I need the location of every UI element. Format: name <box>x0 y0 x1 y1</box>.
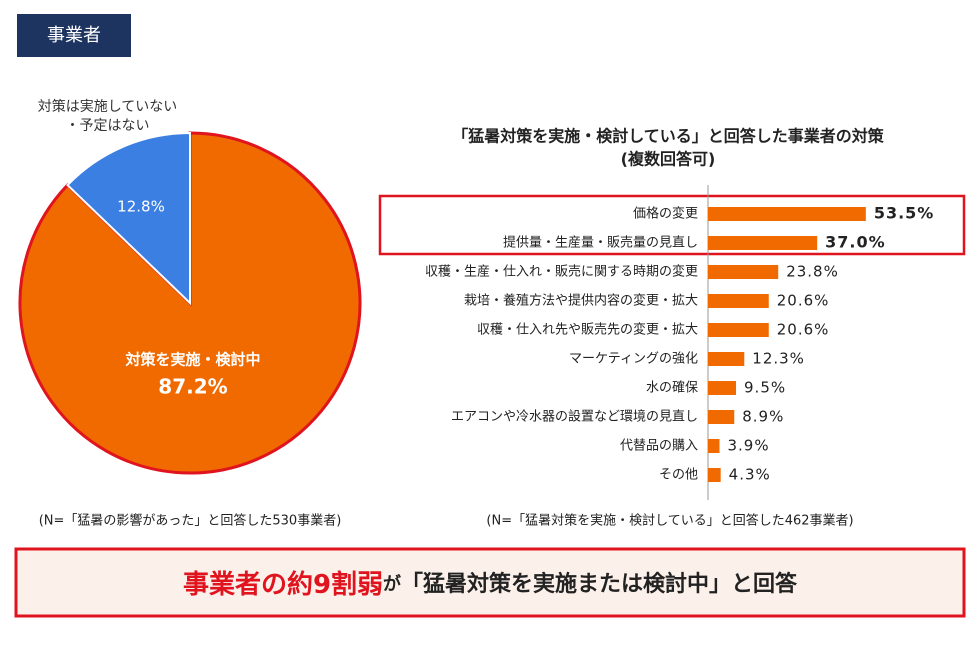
bar <box>708 352 745 366</box>
category-label: エアコンや冷水器の設置など環境の見直し <box>451 409 698 425</box>
bar <box>708 207 866 221</box>
slice-value: 87.2% <box>158 375 227 399</box>
value-label: 37.0% <box>825 233 886 252</box>
bar-subtitle: (複数回答可) <box>621 150 716 169</box>
bar <box>708 381 737 395</box>
bar <box>708 236 818 250</box>
value-label: 9.5% <box>744 379 786 397</box>
bar-note: (N=「猛暑対策を実施・検討している」と回答した462事業者) <box>486 513 853 529</box>
slice-value: 12.8% <box>117 198 165 216</box>
value-label: 3.9% <box>728 437 770 455</box>
category-label: 価格の変更 <box>633 206 698 222</box>
category-label: 栽培・養殖方法や提供内容の変更・拡大 <box>464 293 698 309</box>
banner: 事業者の約9割弱が「猛暑対策を実施または検討中」と回答 <box>183 569 798 600</box>
value-label: 4.3% <box>729 466 771 484</box>
pie-note: (N=「猛暑の影響があった」と回答した530事業者) <box>39 513 342 529</box>
value-label: 8.9% <box>742 408 784 426</box>
value-label: 23.8% <box>786 263 839 281</box>
value-label: 20.6% <box>777 321 830 339</box>
value-label: 53.5% <box>874 204 935 223</box>
banner-emphasis: 事業者の約9割弱 <box>183 569 383 600</box>
category-label: 代替品の購入 <box>620 439 698 454</box>
badge-bg <box>17 14 131 57</box>
highlight-box <box>378 194 966 256</box>
badge: 事業者 <box>47 25 101 46</box>
pie-slice <box>66 131 191 306</box>
banner-box <box>14 547 966 618</box>
bar-title: 「猛暑対策を実施・検討している」と回答した事業者の対策 <box>452 127 885 146</box>
bar <box>708 294 769 308</box>
bar <box>708 323 769 337</box>
category-label: 水の確保 <box>646 380 698 396</box>
bar <box>708 439 720 453</box>
category-label: マーケティングの強化 <box>569 352 698 367</box>
bar <box>708 265 779 279</box>
category-label: 提供量・生産量・販売量の見直し <box>503 235 698 251</box>
category-label: その他 <box>659 468 698 483</box>
banner-text: 「猛暑対策を実施または検討中」と回答 <box>401 571 798 597</box>
category-label: 収穫・仕入れ先や販売先の変更・拡大 <box>477 322 698 338</box>
bar <box>708 410 735 424</box>
pie-outside-label: 対策は実施していない ・予定はない <box>37 99 178 134</box>
value-label: 20.6% <box>777 292 830 310</box>
slice-name: 対策を実施・検討中 <box>124 351 260 369</box>
category-label: 収穫・生産・仕入れ・販売に関する時期の変更 <box>425 264 698 280</box>
banner-particle: が <box>383 573 401 595</box>
bar <box>708 468 721 482</box>
value-label: 12.3% <box>752 350 805 368</box>
